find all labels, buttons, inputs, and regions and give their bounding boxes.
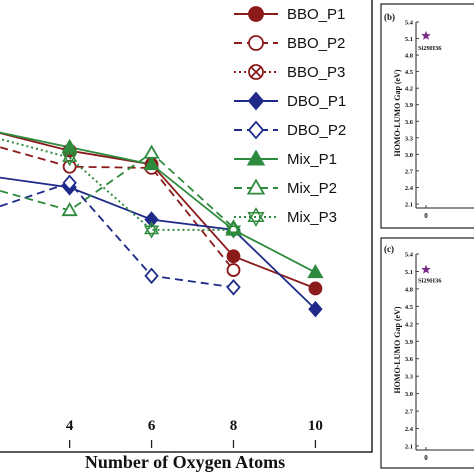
y-tick-label-2.1: 2.1 [405, 202, 413, 209]
legend-label-DBO_P2: DBO_P2 [287, 122, 346, 139]
y-axis-label: HOMO-LUMO Gap (eV) [393, 69, 402, 156]
series-line-BBO_P2 [0, 146, 235, 271]
x-tick-label-4: 4 [66, 418, 74, 434]
point-Mix_P3-1 [62, 148, 78, 167]
y-tick-label-4.5: 4.5 [405, 69, 414, 76]
legend-label-Mix_P3: Mix_P3 [287, 209, 337, 226]
y-tick-label-4.5: 4.5 [405, 304, 414, 311]
point-DBO_P1-4 [308, 300, 323, 318]
legend-marker-BBO_P3 [248, 64, 264, 80]
point-DBO_P2-2 [144, 267, 159, 285]
legend-label-BBO_P1: BBO_P1 [287, 6, 345, 23]
legend-marker-BBO_P1 [248, 6, 264, 22]
y-tick-label-3.3: 3.3 [405, 135, 414, 142]
panel-a-legend: BBO_P1 BBO_P2 BBO_P3 DBO_P1 DBO_P2 Mix_P1 Mix_… [234, 6, 346, 227]
legend-marker-Mix_P3 [247, 207, 265, 227]
point-DBO_P2-3 [226, 279, 241, 296]
series-line-BBO_P1 [0, 132, 316, 290]
y-tick-label-5.4: 5.4 [405, 252, 414, 259]
y-tick-label-4.2: 4.2 [405, 321, 413, 328]
y-tick-label-3.0: 3.0 [405, 152, 413, 159]
legend-marker-BBO_P3-cross [250, 66, 262, 78]
point-BBO_P1-4 [308, 281, 323, 296]
x-tick-label-0: 0 [424, 212, 428, 220]
legend-marker-BBO_P2 [248, 35, 264, 51]
point-Mix_P3-1-down [62, 153, 78, 167]
legend-label-BBO_P2: BBO_P2 [287, 35, 345, 52]
point-Mix_P1-4 [307, 263, 324, 279]
y-tick-label-5.4: 5.4 [405, 20, 414, 27]
point-Mix_P2-1 [61, 201, 78, 217]
legend-marker-DBO_P2 [247, 120, 265, 140]
legend-marker-Mix_P1 [246, 149, 266, 166]
legend-marker-Mix_P2 [246, 178, 266, 195]
legend-marker-Mix_P3-up [247, 207, 265, 222]
y-tick-label-2.4: 2.4 [405, 185, 414, 192]
point-Mix_P3-3 [225, 221, 242, 239]
legend-label-Mix_P1: Mix_P1 [287, 151, 337, 168]
point-Mix_P1-2 [143, 156, 160, 171]
series-line-DBO_P1 [0, 176, 317, 310]
legend-marker-Mix_P3-down [247, 212, 265, 227]
y-tick-label-5.1: 5.1 [405, 36, 413, 43]
x-tick-label-0: 0 [424, 454, 428, 462]
point-Mix_P3-3-up [225, 221, 242, 235]
panel-a-plot [0, 131, 324, 318]
y-tick-label-3.3: 3.3 [405, 374, 414, 381]
y-tick-label-2.4: 2.4 [405, 426, 414, 433]
x-tick-label-6: 6 [148, 418, 156, 434]
point-Mix_P3-1-up [62, 148, 78, 162]
legend-label-BBO_P3: BBO_P3 [287, 64, 345, 81]
annotation: Si29H36 [418, 278, 442, 285]
panel-c: (c) 5.4 5.1 4.8 4.5 4.2 3.9 3.6 3.3 3.0 2.7 2.4 2.1 0… [384, 244, 474, 462]
panel-a-xlabel: Number of Oxygen Atoms [85, 452, 285, 472]
x-tick-label-10: 10 [308, 418, 323, 434]
point-DBO_P1-2 [144, 211, 159, 228]
panel-a-clip [0, 131, 324, 318]
point-Mix_P3-2 [144, 221, 160, 239]
y-tick-label-4.8: 4.8 [405, 53, 414, 60]
point-Mix_P1-1 [61, 138, 78, 153]
y-axis-label: HOMO-LUMO Gap (eV) [393, 306, 402, 393]
series-line-Mix_P3 [0, 137, 234, 231]
panel-a-frame [0, 0, 373, 453]
y-tick-label-3.9: 3.9 [405, 102, 414, 109]
y-tick-label-5.1: 5.1 [405, 269, 413, 276]
y-tick-label-4.2: 4.2 [405, 86, 413, 93]
point-Mix_P3-2-up [144, 221, 160, 235]
panel-b: (b) 5.4 5.1 4.8 4.5 4.2 3.9 3.6 3.3 3.0 2.7 2.4 2.1 0… [384, 12, 474, 220]
point-BBO_P2-1 [62, 159, 77, 174]
point-Mix_P3-2-down [144, 225, 160, 239]
panel-label: (c) [384, 244, 394, 254]
point-0 [421, 264, 431, 274]
series-line-Mix_P2 [0, 151, 235, 229]
y-tick-label-3.6: 3.6 [405, 119, 414, 126]
point-Mix_P3-3-down [225, 225, 242, 239]
y-tick-label-4.8: 4.8 [405, 286, 414, 293]
point-0 [421, 30, 431, 40]
panel-label: (b) [384, 12, 395, 22]
series-line-DBO_P2 [0, 181, 234, 289]
panel-b-frame [380, 3, 474, 229]
y-tick-label-3.0: 3.0 [405, 391, 413, 398]
annotation: Si29H36 [418, 45, 442, 52]
point-BBO_P2-3 [226, 263, 241, 277]
legend-label-Mix_P2: Mix_P2 [287, 180, 337, 197]
y-tick-label-3.6: 3.6 [405, 356, 414, 363]
y-tick-label-2.7: 2.7 [405, 168, 414, 175]
point-DBO_P2-1 [62, 174, 77, 192]
legend-marker-DBO_P1 [247, 91, 265, 111]
panel-a-ticks: 4 6 8 10 [66, 418, 323, 448]
x-tick-label-8: 8 [230, 418, 238, 434]
legend-label-DBO_P1: DBO_P1 [287, 93, 346, 110]
y-tick-label-2.7: 2.7 [405, 409, 414, 416]
point-Mix_P2-2 [143, 144, 160, 159]
y-tick-label-2.1: 2.1 [405, 444, 413, 451]
point-BBO_P1-3 [226, 249, 241, 264]
y-tick-label-3.9: 3.9 [405, 339, 414, 346]
panel-c-frame [380, 237, 474, 469]
